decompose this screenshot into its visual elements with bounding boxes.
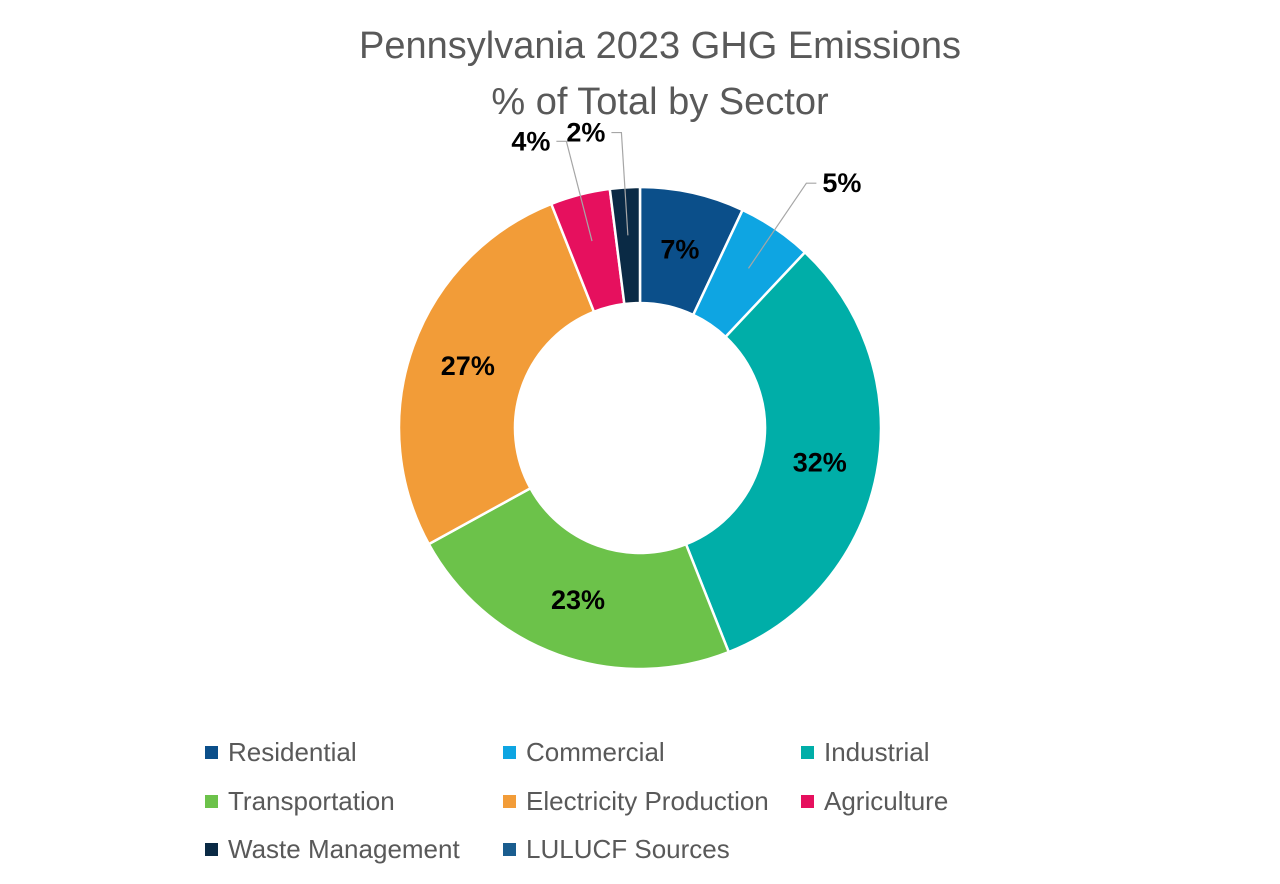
legend-item-electricity-production: Electricity Production — [503, 783, 769, 819]
leader-line-commercial — [747, 182, 817, 269]
leader-line-waste-management — [611, 131, 629, 236]
legend-item-industrial: Industrial — [801, 734, 930, 770]
chart-title: Pennsylvania 2023 GHG Emissions % of Tot… — [0, 18, 1280, 130]
legend-item-waste-management: Waste Management — [205, 831, 460, 867]
legend-item-residential: Residential — [205, 734, 357, 770]
legend-item-commercial: Commercial — [503, 734, 665, 770]
legend-swatch-commercial — [503, 745, 516, 759]
leader-line-agriculture — [556, 140, 593, 242]
chart-title-line-2: % of Total by Sector — [491, 81, 829, 123]
legend-label-commercial: Commercial — [526, 736, 665, 767]
legend-label-agriculture: Agriculture — [824, 785, 949, 816]
slice-label-transportation: 23% — [551, 585, 605, 615]
legend-label-transportation: Transportation — [228, 785, 395, 816]
legend-label-residential: Residential — [228, 736, 357, 767]
legend-swatch-residential — [205, 745, 218, 759]
legend-label-lulucf-sources: LULUCF Sources — [526, 833, 730, 864]
legend-swatch-industrial — [801, 745, 814, 759]
slice-industrial — [684, 250, 883, 654]
chart-title-line-1: Pennsylvania 2023 GHG Emissions — [359, 25, 961, 67]
legend-label-waste-management: Waste Management — [228, 833, 460, 864]
slice-label-residential: 7% — [660, 234, 699, 264]
slice-waste-management — [608, 185, 642, 306]
legend-label-industrial: Industrial — [824, 736, 930, 767]
slice-label-commercial: 5% — [822, 168, 861, 198]
legend-item-transportation: Transportation — [205, 783, 395, 819]
legend-item-agriculture: Agriculture — [801, 783, 948, 819]
legend-swatch-lulucf-sources — [503, 842, 516, 856]
slice-label-electricity-production: 27% — [441, 351, 495, 381]
legend-swatch-waste-management — [205, 842, 218, 856]
slice-label-waste-management: 2% — [566, 118, 605, 148]
slice-label-agriculture: 4% — [511, 126, 550, 156]
chart-legend: Residential Commercial Industrial Transp… — [205, 734, 1005, 879]
slice-label-industrial: 32% — [793, 447, 847, 477]
slice-electricity-production — [397, 202, 596, 546]
legend-swatch-agriculture — [801, 794, 814, 808]
legend-swatch-transportation — [205, 794, 218, 808]
legend-label-electricity-production: Electricity Production — [526, 785, 769, 816]
legend-swatch-electricity-production — [503, 794, 516, 808]
legend-item-lulucf-sources: LULUCF Sources — [503, 831, 730, 867]
slice-transportation — [427, 486, 731, 671]
